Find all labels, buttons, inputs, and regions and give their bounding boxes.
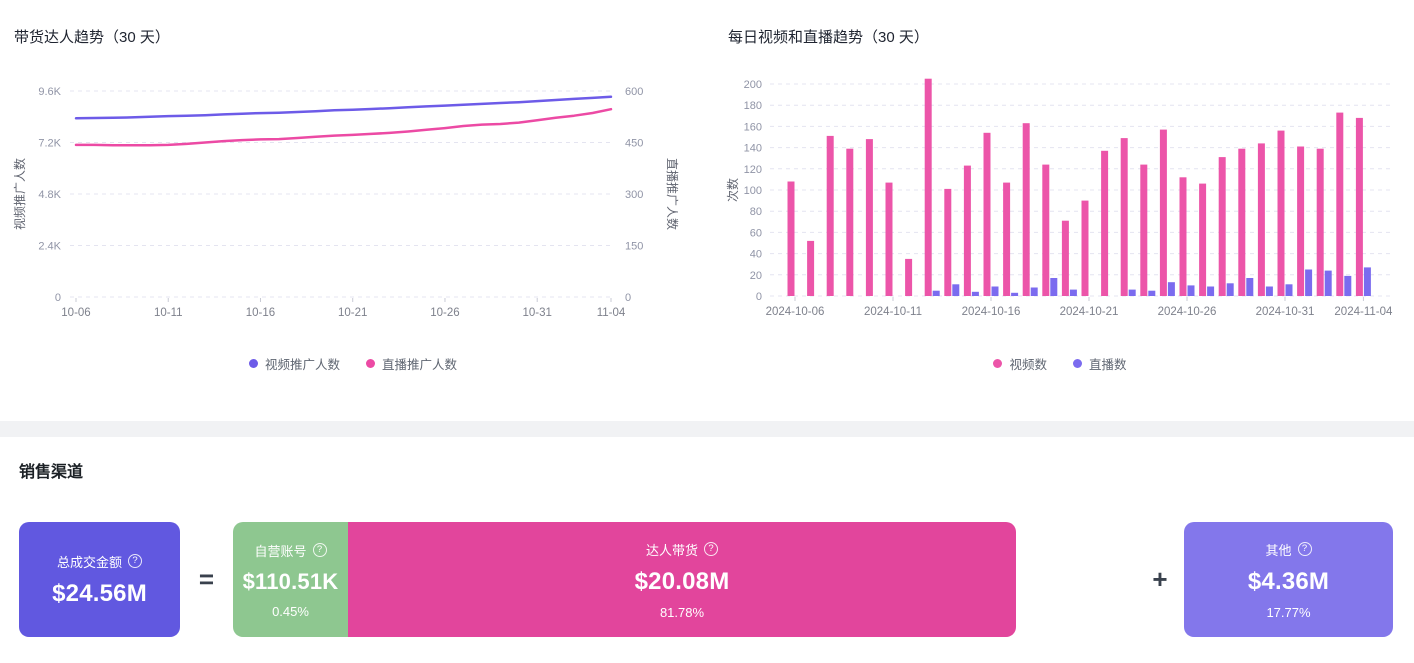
svg-text:200: 200 [744,79,762,91]
section-divider [0,421,1414,437]
svg-text:0: 0 [625,292,631,304]
svg-text:2024-10-16: 2024-10-16 [962,306,1021,318]
charts-panel: 带货达人趋势（30 天） 0 0 2.4K 150 4.8K 300 7.2K 450 9.6K… [0,28,1414,421]
svg-text:2024-10-21: 2024-10-21 [1060,306,1119,318]
help-icon[interactable]: ? [312,543,327,557]
svg-text:40: 40 [750,249,762,261]
plus-sign: + [1152,564,1168,594]
channel-strip: 自营账号 ? $110.51K 0.45% 达人带货 ? $20.08M 81.… [233,522,1016,637]
live-count-dot-icon [1073,359,1082,368]
legend-item-video-promoters[interactable]: 视频推广人数 [248,354,340,373]
svg-text:10-31: 10-31 [522,307,551,319]
own-account-label-row: 自营账号 ? [254,541,327,560]
total-gmv-label-row: 总成交金额 ? [57,552,142,571]
other-channel-card: 其他 ? $4.36M 17.77% [1184,522,1393,637]
influencer-percent: 81.78% [659,604,705,620]
help-icon[interactable]: ? [1297,542,1312,556]
svg-text:10-16: 10-16 [246,307,275,319]
legend-label: 视频推广人数 [264,358,340,372]
svg-text:9.6K: 9.6K [38,86,61,98]
svg-text:2024-10-06: 2024-10-06 [766,306,825,318]
svg-text:10-26: 10-26 [430,307,459,319]
svg-text:160: 160 [744,121,762,133]
sales-channel-heading: 销售渠道 [19,464,84,481]
legend-item-live-count[interactable]: 直播数 [1073,354,1127,373]
svg-text:300: 300 [625,189,643,201]
svg-text:7.2K: 7.2K [38,138,61,150]
promoter-trend-legend: 视频推广人数 直播推广人数 [0,354,706,373]
svg-text:100: 100 [744,185,762,197]
equals-sign: = [198,564,215,594]
svg-text:视频推广人数: 视频推广人数 [12,158,27,230]
own-account-label: 自营账号 [254,543,307,559]
promoter-trend-title: 带货达人趋势（30 天） [14,29,170,46]
svg-text:0: 0 [756,291,762,303]
svg-text:10-21: 10-21 [338,307,367,319]
legend-item-video-count[interactable]: 视频数 [993,354,1047,373]
svg-text:2024-10-11: 2024-10-11 [864,306,922,318]
svg-text:120: 120 [744,164,762,176]
live-promoters-dot-icon [366,359,375,368]
svg-text:180: 180 [744,100,762,112]
legend-label: 直播推广人数 [382,358,458,372]
total-gmv-value: $24.56M [52,579,147,607]
svg-text:11-04: 11-04 [597,307,626,319]
influencer-sales-card: 达人带货 ? $20.08M 81.78% [348,522,1016,637]
own-account-card: 自营账号 ? $110.51K 0.45% [233,522,348,637]
other-label-row: 其他 ? [1265,540,1312,559]
svg-text:10-06: 10-06 [61,307,90,319]
promoter-trend-line-chart[interactable]: 0 0 2.4K 150 4.8K 300 7.2K 450 9.6K 600 视频推广人数 直播推广… [8,66,698,324]
video-count-dot-icon [993,359,1003,368]
svg-text:2.4K: 2.4K [38,241,61,253]
svg-text:2024-10-31: 2024-10-31 [1256,306,1315,318]
own-account-percent: 0.45% [272,603,309,619]
svg-text:20: 20 [750,270,762,282]
total-gmv-card: 总成交金额 ? $24.56M [19,522,180,637]
promoter-trend-chart-card: 带货达人趋势（30 天） 0 0 2.4K 150 4.8K 300 7.2K 450 9.6K… [0,28,706,421]
other-value: $4.36M [1247,567,1330,595]
svg-text:450: 450 [625,138,643,150]
help-icon[interactable]: ? [704,542,718,556]
legend-item-live-promoters[interactable]: 直播推广人数 [366,354,457,373]
svg-text:2024-10-26: 2024-10-26 [1158,306,1217,318]
total-gmv-label: 总成交金额 [56,554,122,570]
other-percent: 17.77% [1266,604,1311,620]
influencer-label-row: 达人带货 ? [646,540,718,559]
legend-label: 直播数 [1089,358,1127,372]
svg-text:0: 0 [55,292,61,304]
own-account-value: $110.51K [242,568,339,594]
svg-text:140: 140 [744,143,762,155]
video-promoters-dot-icon [248,359,258,368]
svg-text:150: 150 [625,241,643,253]
svg-text:直播推广人数: 直播推广人数 [665,158,680,230]
daily-trend-bar-chart[interactable]: 0 20 40 60 80 100 120 140 160 180 200 次数 2024-10-06 2… [724,66,1414,324]
svg-text:60: 60 [750,227,762,239]
svg-text:2024-11-04: 2024-11-04 [1334,306,1393,318]
svg-text:次数: 次数 [725,178,740,202]
daily-trend-title: 每日视频和直播趋势（30 天） [728,29,929,46]
legend-label: 视频数 [1009,358,1047,372]
sales-channel-row: 总成交金额 ? $24.56M = 自营账号 ? $110.51K 0.45% [19,522,1393,637]
sales-panel: 销售渠道 总成交金额 ? $24.56M = 自营账号 ? $110.51K 0… [0,437,1414,663]
help-icon[interactable]: ? [128,554,142,568]
svg-text:4.8K: 4.8K [38,189,61,201]
svg-text:10-11: 10-11 [154,307,183,319]
svg-text:600: 600 [625,86,643,98]
daily-trend-chart-card: 每日视频和直播趋势（30 天） 0 20 40 60 80 100 120 140 160 180… [706,28,1414,421]
svg-text:80: 80 [750,206,762,218]
influencer-value: $20.08M [634,567,730,595]
daily-trend-legend: 视频数 直播数 [706,354,1414,373]
influencer-label: 达人带货 [645,542,698,558]
other-label: 其他 [1265,542,1292,558]
